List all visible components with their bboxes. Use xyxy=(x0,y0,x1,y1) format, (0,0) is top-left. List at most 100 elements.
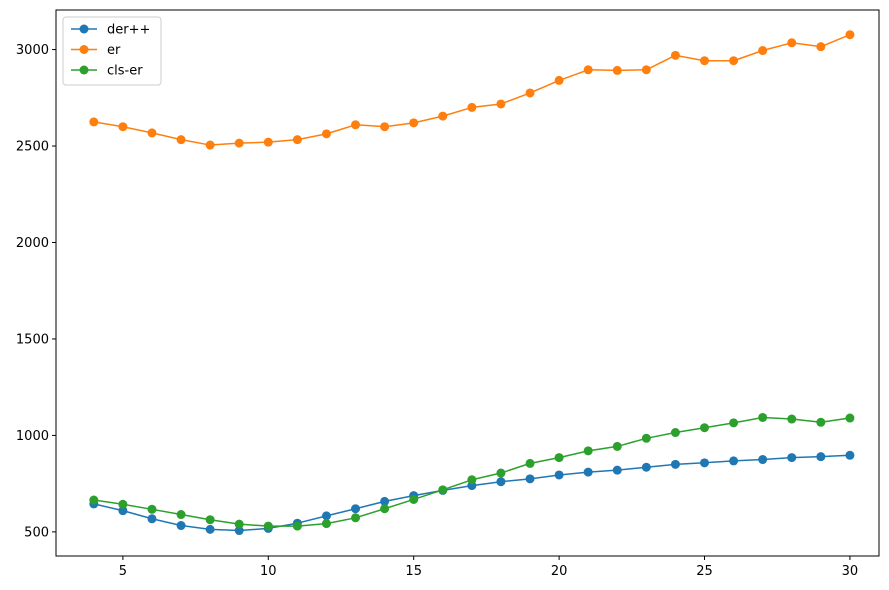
legend-item: der++ xyxy=(71,23,150,38)
legend-label: cls-er xyxy=(107,64,143,79)
data-point xyxy=(525,474,535,484)
data-point xyxy=(234,519,244,529)
data-point xyxy=(700,423,710,433)
data-point xyxy=(816,42,826,52)
data-point xyxy=(845,30,855,40)
data-point xyxy=(118,499,128,509)
data-point xyxy=(263,137,273,147)
x-axis: 5 10 15 20 25 30 xyxy=(119,556,858,579)
data-point xyxy=(787,414,797,424)
x-tick-label: 15 xyxy=(405,564,422,579)
data-point xyxy=(321,129,331,139)
data-point xyxy=(525,88,535,98)
data-point xyxy=(641,65,651,75)
legend-label: er xyxy=(107,43,121,58)
data-point xyxy=(351,504,361,514)
data-point xyxy=(380,504,390,514)
data-point xyxy=(845,450,855,460)
data-point xyxy=(467,475,477,485)
series-er xyxy=(89,30,855,150)
data-point xyxy=(380,122,390,132)
data-point xyxy=(496,99,506,109)
y-tick-label: 1500 xyxy=(16,332,49,347)
data-point xyxy=(787,453,797,463)
data-point xyxy=(729,456,739,466)
data-point xyxy=(89,117,99,127)
data-point xyxy=(147,504,157,514)
legend-item: cls-er xyxy=(71,64,143,79)
y-tick-label: 3000 xyxy=(16,43,49,58)
data-point xyxy=(729,56,739,66)
x-tick-label: 10 xyxy=(260,564,277,579)
series-cls-er xyxy=(89,412,855,531)
data-point xyxy=(351,513,361,523)
x-tick-label: 5 xyxy=(119,564,127,579)
data-point xyxy=(583,467,593,477)
data-point xyxy=(205,515,215,525)
data-point xyxy=(496,477,506,487)
data-point xyxy=(438,485,448,495)
data-point xyxy=(147,514,157,524)
plot-frame xyxy=(55,9,880,557)
x-tick-label: 30 xyxy=(842,564,859,579)
data-point xyxy=(758,455,768,465)
data-point xyxy=(176,521,186,531)
data-point xyxy=(583,446,593,456)
data-point xyxy=(583,65,593,75)
data-point xyxy=(118,122,128,132)
data-point xyxy=(612,465,622,475)
data-point xyxy=(758,46,768,56)
data-point xyxy=(816,417,826,427)
data-point xyxy=(380,496,390,506)
legend-marker xyxy=(79,45,89,54)
data-point xyxy=(234,138,244,148)
y-tick-label: 500 xyxy=(24,525,49,540)
data-point xyxy=(525,458,535,468)
legend-marker xyxy=(79,24,89,34)
data-point xyxy=(845,413,855,423)
data-point xyxy=(176,510,186,520)
y-axis: 500 1000 1500 2000 2500 3000 xyxy=(16,43,56,540)
data-point xyxy=(205,140,215,150)
y-tick-label: 1000 xyxy=(16,429,49,444)
data-point xyxy=(641,462,651,472)
legend: der++ er cls-er xyxy=(62,16,162,86)
data-point xyxy=(787,38,797,48)
data-point xyxy=(700,458,710,468)
legend-items: der++ er cls-er xyxy=(71,23,150,79)
data-point xyxy=(292,135,302,145)
data-point xyxy=(321,511,331,521)
data-point xyxy=(554,453,564,463)
data-point xyxy=(409,494,419,504)
data-point xyxy=(641,433,651,443)
data-point xyxy=(176,135,186,145)
data-point xyxy=(670,459,680,469)
data-point xyxy=(700,56,710,66)
data-point xyxy=(670,428,680,438)
data-point xyxy=(234,526,244,536)
data-point xyxy=(321,519,331,529)
data-point xyxy=(729,418,739,428)
data-point xyxy=(612,65,622,75)
x-tick-label: 25 xyxy=(696,564,713,579)
data-point xyxy=(554,470,564,480)
data-point xyxy=(554,75,564,85)
data-point xyxy=(292,521,302,531)
legend-label: der++ xyxy=(107,23,150,38)
data-point xyxy=(758,412,768,422)
data-point xyxy=(467,102,477,112)
data-point xyxy=(816,452,826,462)
data-point xyxy=(205,524,215,534)
x-tick-label: 20 xyxy=(551,564,568,579)
data-point xyxy=(409,118,419,128)
data-point xyxy=(147,128,157,138)
y-tick-label: 2000 xyxy=(16,236,49,251)
series-layer xyxy=(89,30,855,536)
data-point xyxy=(496,468,506,478)
data-point xyxy=(89,495,99,505)
y-tick-label: 2500 xyxy=(16,140,49,155)
legend-item: er xyxy=(71,43,121,58)
data-point xyxy=(118,506,128,516)
